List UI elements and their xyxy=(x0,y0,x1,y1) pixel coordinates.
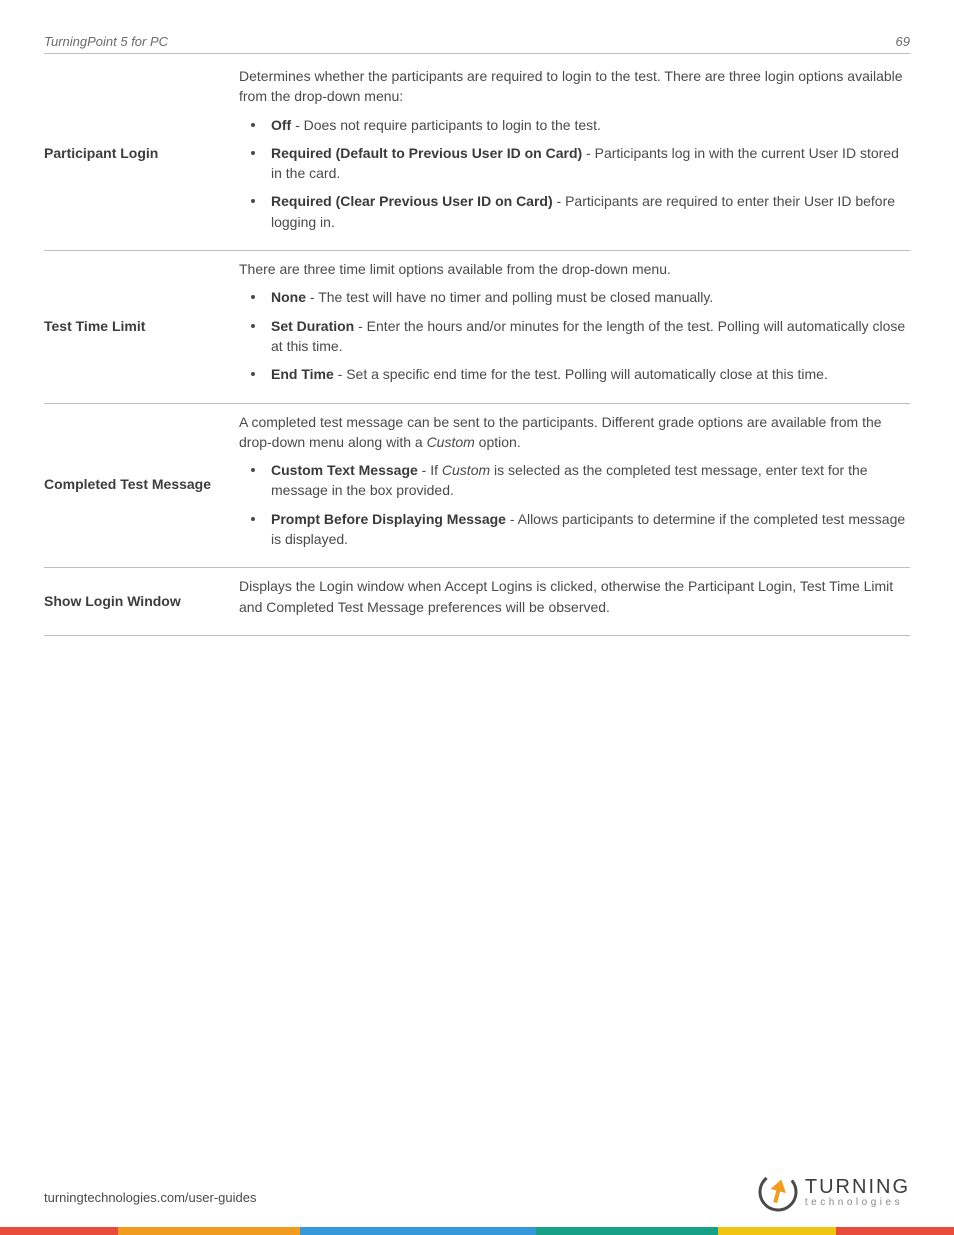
row-label: Test Time Limit xyxy=(44,259,239,392)
list-item: Required (Default to Previous User ID on… xyxy=(267,143,910,184)
row-description: A completed test message can be sent to … xyxy=(239,412,910,558)
option-name: Prompt Before Displaying Message xyxy=(271,511,506,527)
color-segment xyxy=(300,1227,536,1235)
definition-row: Participant LoginDetermines whether the … xyxy=(44,58,910,251)
option-desc: - Set a specific end time for the test. … xyxy=(334,366,828,382)
option-desc: - Enter the hours and/or minutes for the… xyxy=(271,318,905,354)
options-list: None - The test will have no timer and p… xyxy=(239,287,910,384)
row-description: Determines whether the participants are … xyxy=(239,66,910,240)
row-description: There are three time limit options avail… xyxy=(239,259,910,392)
logo-text-main: TURNING xyxy=(805,1177,910,1197)
list-item: None - The test will have no timer and p… xyxy=(267,287,910,307)
option-name: Off xyxy=(271,117,291,133)
intro-text: Determines whether the participants are … xyxy=(239,66,910,107)
footer-color-bar xyxy=(0,1227,954,1235)
list-item: Prompt Before Displaying Message - Allow… xyxy=(267,509,910,550)
page-header: TurningPoint 5 for PC 69 xyxy=(44,34,910,54)
definition-row: Show Login WindowDisplays the Login wind… xyxy=(44,568,910,636)
doc-title: TurningPoint 5 for PC xyxy=(44,34,168,49)
option-name: Custom Text Message xyxy=(271,462,418,478)
intro-text: Displays the Login window when Accept Lo… xyxy=(239,576,910,617)
definition-row: Completed Test MessageA completed test m… xyxy=(44,404,910,569)
option-desc: - Does not require participants to login… xyxy=(291,117,601,133)
row-label: Show Login Window xyxy=(44,576,239,625)
definition-row: Test Time LimitThere are three time limi… xyxy=(44,251,910,403)
list-item: End Time - Set a specific end time for t… xyxy=(267,364,910,384)
options-list: Off - Does not require participants to l… xyxy=(239,115,910,232)
color-segment xyxy=(718,1227,836,1235)
option-name: End Time xyxy=(271,366,334,382)
list-item: Custom Text Message - If Custom is selec… xyxy=(267,460,910,501)
color-segment xyxy=(836,1227,954,1235)
option-name: Required (Clear Previous User ID on Card… xyxy=(271,193,553,209)
intro-text: There are three time limit options avail… xyxy=(239,259,910,279)
row-label: Participant Login xyxy=(44,66,239,240)
intro-text: A completed test message can be sent to … xyxy=(239,412,910,453)
row-description: Displays the Login window when Accept Lo… xyxy=(239,576,910,625)
options-list: Custom Text Message - If Custom is selec… xyxy=(239,460,910,549)
brand-logo: TURNING technologies xyxy=(757,1171,910,1213)
list-item: Required (Clear Previous User ID on Card… xyxy=(267,191,910,232)
logo-text-sub: technologies xyxy=(805,1198,910,1208)
option-name: Set Duration xyxy=(271,318,354,334)
list-item: Set Duration - Enter the hours and/or mi… xyxy=(267,316,910,357)
turning-logo-icon xyxy=(757,1171,799,1213)
option-desc: - The test will have no timer and pollin… xyxy=(306,289,713,305)
color-segment xyxy=(118,1227,300,1235)
color-segment xyxy=(536,1227,718,1235)
option-name: None xyxy=(271,289,306,305)
page-number: 69 xyxy=(896,34,910,49)
color-segment xyxy=(0,1227,118,1235)
footer-url: turningtechnologies.com/user-guides xyxy=(44,1190,256,1205)
option-name: Required (Default to Previous User ID on… xyxy=(271,145,582,161)
list-item: Off - Does not require participants to l… xyxy=(267,115,910,135)
content-table: Participant LoginDetermines whether the … xyxy=(44,58,910,636)
row-label: Completed Test Message xyxy=(44,412,239,558)
